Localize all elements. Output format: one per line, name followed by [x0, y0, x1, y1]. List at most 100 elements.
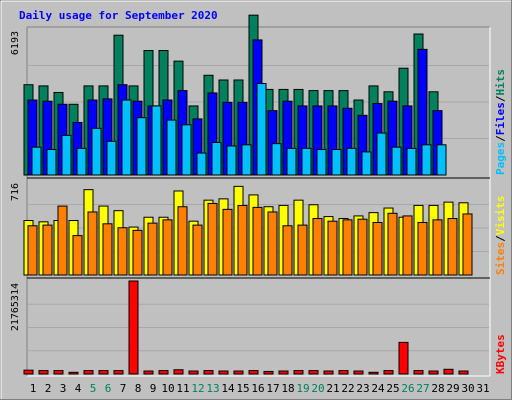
bar-sites-25 [387, 212, 398, 276]
bar-kbytes-13 [203, 370, 214, 375]
bar-pages-11 [181, 124, 192, 176]
bar-pages-26 [406, 147, 417, 176]
bar-pages-23 [361, 151, 372, 176]
bar-kbytes-24 [368, 371, 379, 375]
legend-entry: Files [494, 102, 507, 135]
bar-kbytes-23 [353, 370, 364, 375]
x-tick-label: 29 [446, 382, 459, 395]
x-axis: 1 2 3 4 5 6 7 8 9 10 11 12 13 14 15 16 17 18 19 20 21 22 23 24 2… [30, 382, 490, 395]
legend-entry: Visits [494, 196, 507, 236]
bar-sites-13 [207, 202, 218, 276]
x-tick-label: 5 [90, 382, 97, 395]
x-tick-label: 17 [266, 382, 279, 395]
bar-pages-13 [211, 141, 222, 176]
bar-pages-8 [136, 117, 147, 176]
x-tick-label: 15 [236, 382, 249, 395]
x-tick-label: 3 [60, 382, 67, 395]
bar-pages-27 [421, 144, 432, 176]
bar-sites-20 [312, 218, 323, 276]
bar-kbytes-16 [248, 370, 259, 375]
bar-sites-1 [27, 225, 38, 276]
x-tick-label: 30 [461, 382, 474, 395]
bar-pages-7 [121, 99, 132, 176]
x-tick-label: 18 [281, 382, 294, 395]
bar-pages-17 [271, 143, 282, 176]
bar-kbytes-15 [233, 370, 244, 375]
legend-entry: / [494, 135, 507, 142]
bar-sites-16 [252, 206, 263, 276]
bar-sites-6 [102, 223, 113, 276]
bar-sites-18 [282, 225, 293, 276]
bar-pages-6 [106, 140, 117, 176]
bar-pages-20 [316, 149, 327, 176]
bar-pages-16 [256, 83, 267, 176]
legend-entry: Sites [494, 242, 507, 275]
bar-sites-3 [57, 205, 68, 276]
x-tick-label: 24 [371, 382, 385, 395]
x-tick-label: 8 [135, 382, 142, 395]
bar-sites-21 [327, 220, 338, 276]
bar-kbytes-21 [323, 370, 334, 375]
panel-visits-sites: 716 Sites/Visits [10, 177, 507, 276]
bar-kbytes-30 [458, 370, 469, 375]
bar-pages-21 [331, 149, 342, 176]
bar-sites-17 [267, 211, 278, 276]
bar-sites-11 [177, 206, 188, 276]
x-tick-label: 6 [105, 382, 112, 395]
bar-sites-8 [132, 229, 143, 276]
bar-kbytes-1 [23, 369, 34, 375]
bar-pages-3 [61, 134, 72, 176]
bar-sites-30 [462, 213, 473, 276]
bar-kbytes-14 [218, 370, 229, 375]
x-tick-label: 12 [191, 382, 204, 395]
bar-kbytes-18 [278, 370, 289, 375]
bar-kbytes-28 [428, 370, 439, 375]
bar-kbytes-17 [263, 370, 274, 375]
bar-kbytes-26 [398, 341, 409, 375]
bar-sites-29 [447, 218, 458, 276]
bar-kbytes-2 [38, 370, 49, 375]
x-tick-label: 22 [341, 382, 354, 395]
legend-entry: Hits [494, 69, 507, 96]
bar-kbytes-29 [443, 368, 454, 375]
bar-kbytes-8 [128, 280, 139, 375]
series-pages [31, 83, 447, 176]
bar-kbytes-27 [413, 370, 424, 375]
x-tick-label: 1 [30, 382, 37, 395]
bar-pages-5 [91, 127, 102, 176]
legend-entry: / [494, 235, 507, 242]
panels: 6193Pages/Files/Hits716Sites/Visits21765… [10, 14, 507, 377]
x-tick-label: 21 [326, 382, 339, 395]
x-tick-label: 7 [120, 382, 127, 395]
panel-kbytes: 21765314 KBytes [10, 277, 507, 375]
bar-kbytes-5 [83, 370, 94, 375]
bar-kbytes-6 [98, 370, 109, 375]
bar-sites-4 [72, 235, 83, 276]
bar-sites-7 [117, 227, 128, 276]
bar-pages-22 [346, 147, 357, 176]
bar-kbytes-4 [68, 371, 79, 375]
bar-kbytes-20 [308, 370, 319, 375]
bar-sites-22 [342, 219, 353, 276]
x-tick-label: 9 [150, 382, 157, 395]
bar-pages-25 [391, 146, 402, 176]
x-tick-label: 26 [401, 382, 414, 395]
x-tick-label: 31 [476, 382, 489, 395]
bar-pages-1 [31, 146, 42, 176]
bar-sites-26 [402, 215, 413, 276]
x-tick-label: 4 [75, 382, 82, 395]
bar-kbytes-22 [338, 370, 349, 375]
bar-kbytes-9 [143, 370, 154, 375]
x-tick-label: 25 [386, 382, 399, 395]
bar-pages-24 [376, 132, 387, 176]
bar-pages-10 [166, 119, 177, 176]
bar-sites-12 [192, 224, 203, 276]
x-tick-label: 11 [176, 382, 189, 395]
bar-pages-2 [46, 149, 57, 176]
bar-pages-12 [196, 152, 207, 176]
x-tick-label: 10 [161, 382, 174, 395]
bar-kbytes-19 [293, 370, 304, 375]
bar-sites-27 [417, 221, 428, 276]
